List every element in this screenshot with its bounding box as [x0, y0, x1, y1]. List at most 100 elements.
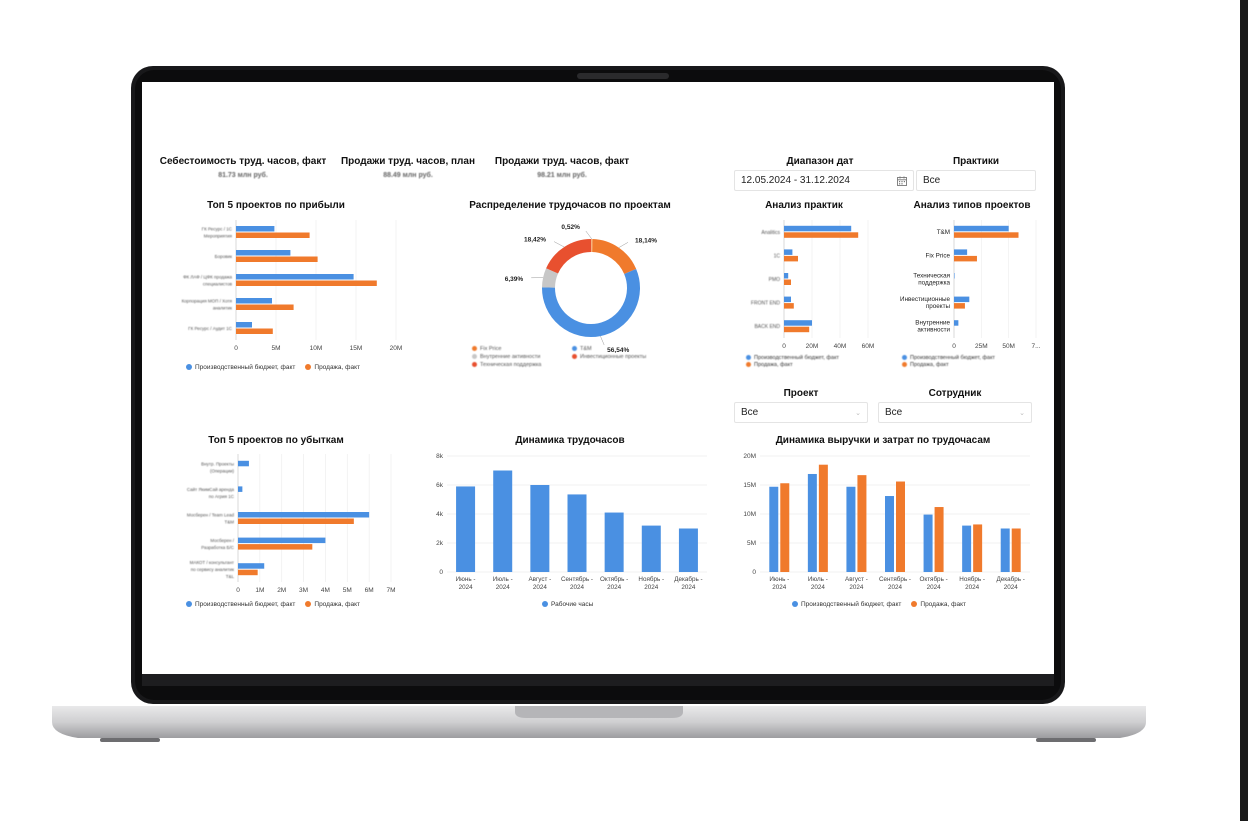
kpi-sales-plan: Продажи труд. часов, план 88.49 млн руб. — [332, 156, 484, 179]
project-select[interactable]: Все ⌄ — [734, 402, 868, 423]
bar-budget — [238, 460, 249, 467]
bar-sales — [784, 255, 798, 262]
legend-label-fixprice: Fix Price — [480, 346, 502, 352]
leader-line — [618, 242, 629, 248]
legend-label-sales: Продажа, факт — [754, 362, 793, 368]
x-tick-label: 3M — [299, 587, 308, 594]
y-tick-label: 5M — [747, 540, 756, 547]
x-tick-label: Август -2024 — [845, 576, 868, 591]
chart-hours-dynamics: 0 2k 4k 6k 8k Июнь -2024 Июль -2024 Август -202… — [436, 453, 707, 591]
y-tick-label: 8k — [436, 453, 444, 460]
legend-label-hours: Рабочие часы — [551, 601, 594, 608]
x-tick-label: Сентябрь -2024 — [879, 575, 911, 591]
bar-budget — [954, 249, 968, 255]
y-tick-label: 6k — [436, 482, 444, 489]
bar-budget — [238, 563, 265, 569]
bar-sales — [896, 481, 905, 572]
x-tick-label: Сентябрь -2024 — [561, 575, 593, 591]
legend-practices: Производственный бюджет, факт Продажа, ф… — [746, 355, 839, 368]
y-tick-label: 20M — [743, 453, 756, 460]
x-tick-label: 0 — [234, 345, 238, 352]
chart-title-practices: Анализ практик — [765, 200, 843, 211]
date-range-picker[interactable]: 12.05.2024 - 31.12.2024 — [734, 170, 914, 191]
legend-item-fixprice: Fix Price — [472, 346, 572, 352]
legend-item-hours: Рабочие часы — [542, 601, 593, 608]
bar-budget — [807, 473, 817, 572]
chart-title-revenue-cost: Динамика выручки и затрат по трудочасам — [775, 435, 991, 446]
legend-hours-distribution: Fix Price T&M Внутренние активности Инве… — [472, 346, 672, 368]
legend-item-budget: Производственный бюджет, факт — [792, 601, 901, 608]
legend-label-tm: T&M — [580, 346, 592, 352]
bar-sales — [857, 475, 867, 572]
bar-budget — [236, 250, 291, 256]
bar-hours — [456, 486, 476, 572]
legend-label-budget: Производственный бюджет, факт — [195, 364, 296, 371]
kpi-cost-title: Себестоимость труд. часов, факт — [159, 156, 327, 167]
bar-sales — [784, 303, 794, 309]
category-label: Боровик — [215, 254, 232, 259]
legend-label-sales: Продажа, факт — [314, 601, 360, 608]
x-tick-label: 20M — [806, 343, 819, 350]
x-tick-label: Декабрь -2024 — [674, 575, 702, 591]
bar-budget — [238, 537, 326, 544]
legend-item-sales: Продажа, факт — [911, 601, 966, 608]
donut-slice — [591, 239, 637, 275]
x-tick-label: 0 — [236, 587, 240, 594]
category-label: Инвестиционные проекты — [900, 296, 950, 310]
category-label: FRONT END — [751, 301, 780, 307]
bar-sales — [236, 232, 310, 238]
x-tick-label: Октябрь -2024 — [600, 575, 628, 591]
bar-hours — [678, 528, 698, 572]
bar-hours — [567, 494, 587, 572]
bar-hours — [641, 525, 661, 572]
x-tick-label: 25M — [975, 343, 988, 350]
bar-budget — [236, 274, 354, 280]
category-label: Корпорация МОП / Хотя аналитик — [182, 299, 233, 311]
category-label: BACK END — [754, 324, 780, 330]
chart-practices: 0 20M 40M 60M Analitics 1С PMO FRONT END BACK EN… — [751, 220, 874, 350]
legend-item-internal: Внутренние активности — [472, 354, 572, 360]
bar-budget — [784, 320, 812, 326]
category-label: Внутренние активности — [915, 320, 950, 334]
bar-budget — [238, 512, 370, 518]
legend-label-sales: Продажа, факт — [920, 601, 966, 608]
legend-item-budget: Производственный бюджет, факт — [186, 601, 295, 608]
chevron-down-icon: ⌄ — [1019, 409, 1025, 417]
practices-select[interactable]: Все — [916, 170, 1036, 191]
x-tick-label: 0 — [782, 343, 786, 350]
bar-sales — [954, 303, 965, 309]
bar-hours — [604, 512, 624, 572]
project-label: Проект — [783, 388, 819, 399]
category-label: Мосберен / Разработка Б/С — [201, 538, 234, 550]
x-tick-label: Август -2024 — [528, 576, 551, 591]
bar-sales — [973, 524, 983, 572]
legend-hours-dynamics: Рабочие часы — [542, 601, 593, 608]
x-tick-label: 50M — [1002, 343, 1015, 350]
category-label: Техническая поддержка — [913, 273, 950, 287]
donut-slice — [542, 268, 559, 288]
bar-budget — [236, 298, 272, 304]
donut-slice — [546, 239, 592, 274]
bar-hours — [530, 485, 550, 572]
legend-item-budget: Производственный бюджет, факт — [902, 355, 995, 361]
bar-sales — [238, 544, 313, 550]
category-label: Сайт ЯкимСай аренда по Агрия 1С — [187, 486, 235, 499]
x-tick-label: 5M — [343, 587, 352, 594]
employee-value: Все — [885, 407, 903, 418]
employee-select[interactable]: Все ⌄ — [878, 402, 1032, 423]
bar-sales — [784, 279, 791, 285]
chart-project-types: 0 25M 50M 7... T&M Fix Price Техническая поддер… — [900, 220, 1041, 350]
x-tick-label: Декабрь -2024 — [997, 575, 1025, 591]
kpi-cost-value: 81.73 млн руб. — [218, 172, 268, 179]
practices-label: Практики — [952, 156, 1000, 167]
category-label: Внутр. Проекты (Операции) — [201, 461, 234, 473]
x-tick-label: 4M — [321, 587, 330, 594]
x-tick-label: 7... — [1031, 343, 1040, 350]
bar-budget — [954, 273, 955, 279]
slice-value-label: 18,42% — [524, 237, 546, 244]
bar-budget — [784, 273, 789, 279]
donut-slice — [542, 268, 640, 337]
bar-sales — [954, 232, 1019, 238]
slice-value-label: 56,54% — [607, 347, 629, 354]
legend-label-invest: Инвестиционные проекты — [580, 354, 647, 360]
